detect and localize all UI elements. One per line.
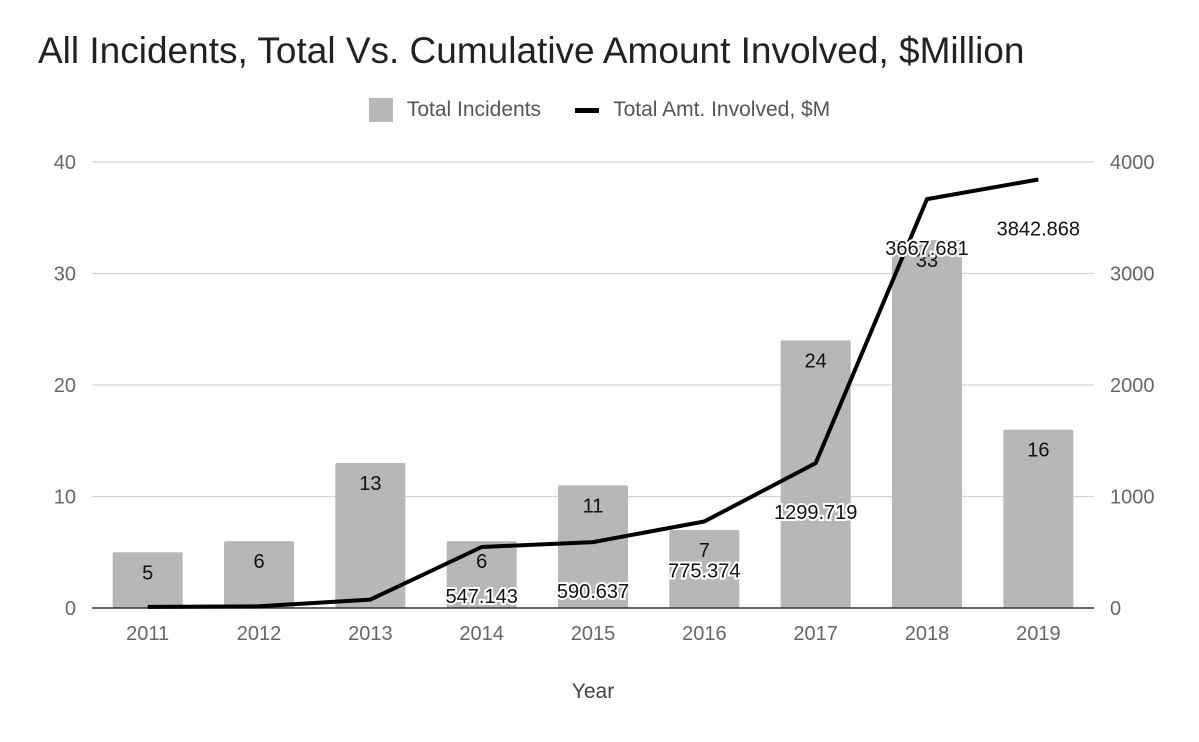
bar	[1003, 429, 1074, 608]
bar-value-label: 24	[805, 350, 827, 372]
legend-item-bars[interactable]: Total Incidents	[368, 98, 542, 122]
x-axis-title: Year	[572, 680, 614, 703]
x-tick-label: 2015	[571, 623, 616, 645]
x-tick-label: 2011	[126, 623, 169, 645]
chart-title: All Incidents, Total Vs. Cumulative Amou…	[38, 30, 1025, 71]
bar	[224, 541, 294, 608]
x-tick-label: 2018	[905, 623, 950, 645]
bar-value-label: 13	[359, 473, 381, 495]
legend-label-line: Total Amt. Involved, $M	[613, 98, 831, 121]
bar	[446, 541, 517, 608]
x-tick-label: 2014	[459, 623, 504, 645]
bar	[112, 552, 183, 608]
x-tick-label: 2017	[793, 623, 838, 645]
y-tick-label: 20	[54, 375, 76, 397]
bar-value-label: 6	[476, 551, 487, 573]
y-tick-label: 10	[54, 487, 76, 509]
legend-swatch-bars	[368, 98, 393, 122]
bar-value-label: 5	[142, 562, 153, 584]
line-value-label: 3842.868	[997, 219, 1080, 241]
y2-tick-label: 0	[1110, 598, 1121, 620]
x-tick-label: 2013	[348, 623, 393, 645]
bar	[669, 529, 740, 608]
line-value-label: 3667.681	[885, 238, 968, 260]
x-tick-label: 2012	[237, 623, 282, 645]
line-value-label: 1299.719	[774, 502, 857, 524]
y-tick-label: 0	[65, 598, 76, 620]
y2-tick-label: 4000	[1110, 152, 1155, 174]
y2-tick-label: 2000	[1110, 375, 1155, 397]
series-line	[147, 177, 1039, 609]
y-tick-label: 40	[54, 152, 76, 174]
legend: Total Incidents Total Amt. Involved, $M	[0, 98, 1199, 122]
y2-tick-label: 3000	[1110, 264, 1155, 286]
legend-swatch-line	[575, 107, 600, 113]
bar-value-label: 16	[1027, 440, 1049, 462]
bar-value-label: 7	[699, 540, 710, 562]
x-tick-label: 2019	[1016, 623, 1061, 645]
line-value-label: 590.637	[557, 581, 629, 603]
bar-value-label: 6	[253, 551, 264, 573]
legend-item-line[interactable]: Total Amt. Involved, $M	[575, 98, 830, 122]
legend-label-bars: Total Incidents	[406, 98, 542, 121]
bar-value-label: 33	[916, 250, 938, 272]
line-value-label: 775.374	[668, 561, 740, 583]
bar	[892, 240, 962, 609]
bar	[780, 340, 851, 608]
bar-value-label: 11	[583, 495, 604, 517]
x-tick-label: 2016	[682, 623, 727, 645]
y2-tick-label: 1000	[1110, 487, 1155, 509]
bar	[558, 485, 628, 608]
line-value-label: 547.143	[446, 586, 518, 608]
bar	[335, 463, 406, 608]
y-tick-label: 30	[54, 264, 76, 286]
